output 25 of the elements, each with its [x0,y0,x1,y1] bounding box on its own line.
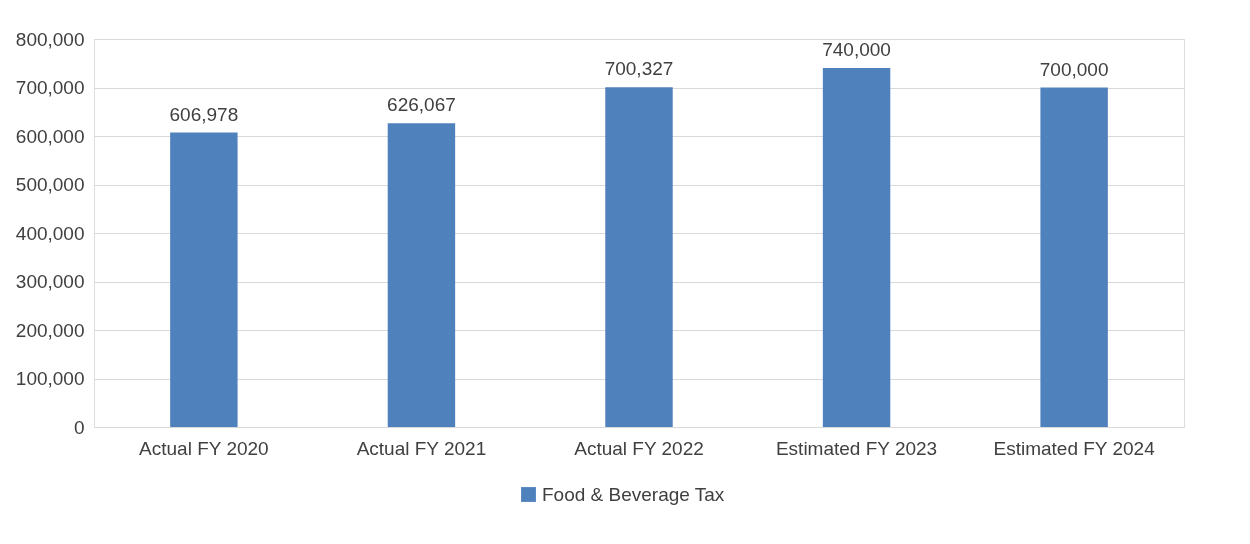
x-tick-label: Actual FY 2021 [356,437,487,459]
y-tick-label: 400,000 [15,222,85,244]
y-tick-label: 300,000 [15,271,85,292]
y-tick-label: 100,000 [15,368,85,389]
x-tick-label: Estimated FY 2024 [993,437,1156,459]
y-tick-label: 0 [73,416,85,438]
x-tick-label: Estimated FY 2023 [775,437,938,459]
bar [822,68,891,427]
bar [170,132,238,427]
legend-label: Food & Beverage Tax [542,483,725,505]
x-tick-label: Actual FY 2022 [574,437,704,459]
data-label: 740,000 [822,39,891,61]
y-tick-label: 200,000 [15,319,85,341]
data-label: 626,067 [387,94,456,116]
bar [1040,87,1108,427]
bar [605,87,673,427]
data-label: 606,978 [169,103,239,125]
data-label: 700,327 [604,58,674,80]
bar [387,123,456,427]
y-tick-label: 700,000 [15,77,85,98]
y-tick-label: 500,000 [15,174,85,195]
data-label: 700,000 [1039,58,1109,80]
y-tick-label: 800,000 [15,28,85,50]
y-tick-label: 600,000 [15,125,85,147]
x-tick-label: Actual FY 2020 [139,437,269,459]
